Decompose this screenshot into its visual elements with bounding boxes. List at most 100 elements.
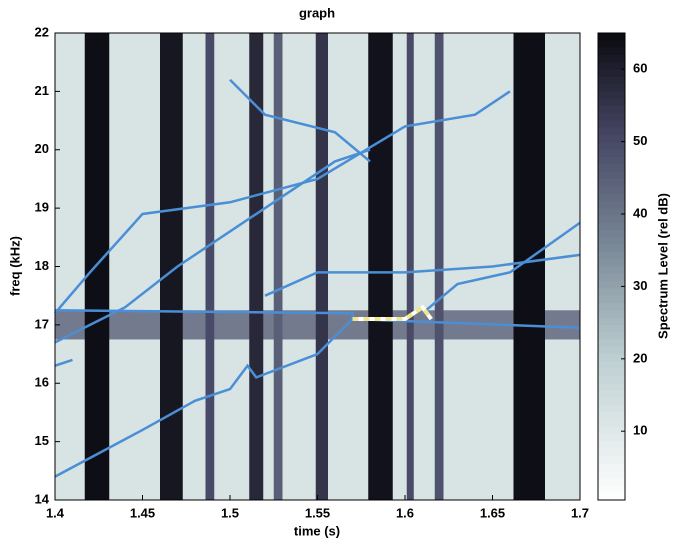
colorbar-swatch <box>598 266 625 275</box>
y-axis-label: freq (kHz) <box>7 236 22 296</box>
colorbar-swatch <box>598 310 625 319</box>
colorbar-swatch <box>598 120 625 129</box>
colorbar-label: Spectrum Level (rel dB) <box>655 193 670 339</box>
trace <box>54 309 581 330</box>
colorbar-swatch <box>598 456 625 465</box>
x-tick-label: 1.7 <box>571 505 589 520</box>
colorbar-swatch <box>598 273 625 282</box>
x-tick-label: 1.55 <box>305 505 330 520</box>
colorbar-swatch <box>598 157 625 165</box>
colorbar-swatch <box>598 222 625 231</box>
colorbar-swatch <box>598 441 625 450</box>
trace <box>54 148 371 344</box>
colorbar-swatch <box>598 448 625 457</box>
colorbar-tick-label: 30 <box>633 278 647 293</box>
colorbar-tick-label: 20 <box>633 350 647 365</box>
trace <box>54 318 354 478</box>
colorbar-swatch <box>598 361 625 370</box>
colorbar-frame <box>597 32 626 501</box>
vertical-band <box>249 33 264 500</box>
colorbar-swatch <box>598 397 625 406</box>
y-tick-label: 20 <box>35 141 49 156</box>
trace <box>421 221 581 315</box>
colorbar-swatch <box>598 339 625 348</box>
colorbar-swatch <box>598 383 625 392</box>
x-tick-label: 1.6 <box>396 505 414 520</box>
colorbar-tick-label: 40 <box>633 205 647 220</box>
y-tick-label: 18 <box>35 258 49 273</box>
colorbar-swatch <box>598 69 625 78</box>
colorbar-swatch <box>598 346 625 355</box>
colorbar-swatch <box>598 405 625 413</box>
vertical-band <box>434 33 444 500</box>
trace <box>54 90 511 315</box>
colorbar-tick-label: 50 <box>633 133 647 148</box>
vertical-band <box>160 33 183 500</box>
colorbar-swatch <box>598 105 625 114</box>
y-tick-label: 19 <box>35 200 49 215</box>
colorbar-swatch <box>598 230 625 238</box>
colorbar-swatch <box>598 178 625 187</box>
colorbar-swatch <box>598 149 625 158</box>
colorbar-swatch <box>598 164 625 173</box>
colorbar-swatch <box>598 434 625 443</box>
colorbar-swatch <box>598 295 625 304</box>
colorbar-swatch <box>598 478 625 486</box>
x-tick-label: 1.5 <box>221 505 239 520</box>
colorbar-swatch <box>598 186 625 195</box>
colorbar-swatch <box>598 354 625 362</box>
vertical-band <box>406 33 414 500</box>
colorbar-swatch <box>598 419 625 428</box>
colorbar-swatch <box>598 237 625 246</box>
colorbar-swatch <box>598 492 625 501</box>
vertical-band <box>205 33 215 500</box>
colorbar-swatch <box>598 412 625 421</box>
colorbar-swatch <box>598 390 625 399</box>
y-tick-label: 22 <box>35 24 49 39</box>
colorbar-swatch <box>598 171 625 180</box>
colorbar-swatch <box>598 375 625 384</box>
colorbar-swatch <box>598 62 625 70</box>
colorbar-swatch <box>598 470 625 479</box>
colorbar-swatch <box>598 98 625 107</box>
colorbar-swatch <box>598 259 625 267</box>
colorbar-swatch <box>598 208 625 216</box>
colorbar-swatch <box>598 368 625 377</box>
colorbar-swatch <box>598 332 625 340</box>
colorbar-swatch <box>598 251 625 260</box>
y-tick-label: 16 <box>35 375 49 390</box>
colorbar-swatch <box>598 317 625 326</box>
colorbar-swatch <box>598 281 625 289</box>
colorbar-swatch <box>598 127 625 136</box>
y-tick-label: 21 <box>35 83 49 98</box>
colorbar-swatch <box>598 215 625 224</box>
vertical-band <box>315 33 328 500</box>
colorbar-swatch <box>598 84 625 92</box>
colorbar-swatch <box>598 135 625 143</box>
colorbar-swatch <box>598 200 625 209</box>
colorbar-swatch <box>598 302 625 311</box>
colorbar-swatch <box>598 324 625 333</box>
colorbar-swatch <box>598 142 625 151</box>
colorbar-swatch <box>598 288 625 297</box>
colorbar-swatch <box>598 54 625 63</box>
y-tick-label: 17 <box>35 316 49 331</box>
colorbar-swatch <box>598 485 625 494</box>
vertical-band <box>84 33 110 500</box>
colorbar-swatch <box>598 113 625 122</box>
vertical-band <box>368 33 393 500</box>
trace <box>352 304 433 322</box>
colorbar-swatch <box>598 76 625 85</box>
y-tick-label: 14 <box>35 491 50 506</box>
x-tick-label: 1.65 <box>480 505 505 520</box>
y-tick-label: 15 <box>35 433 49 448</box>
colorbar-swatch <box>598 193 625 202</box>
x-tick-label: 1.45 <box>130 505 155 520</box>
vertical-band <box>273 33 283 500</box>
colorbar-swatch <box>598 244 625 253</box>
x-axis-label: time (s) <box>294 523 340 538</box>
colorbar-swatch <box>598 33 625 41</box>
colorbar-tick-label: 10 <box>633 423 647 438</box>
colorbar-swatch <box>598 40 625 49</box>
